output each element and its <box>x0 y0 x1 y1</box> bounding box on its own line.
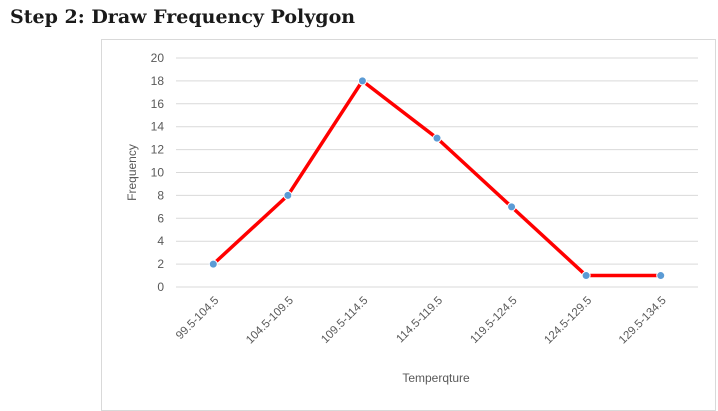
y-tick-label: 10 <box>151 166 165 180</box>
chart-frame <box>101 39 716 411</box>
y-tick-label: 12 <box>151 143 165 157</box>
data-point <box>581 271 591 281</box>
y-tick-label: 20 <box>151 51 165 65</box>
y-tick-label: 16 <box>151 97 165 111</box>
data-point <box>507 202 517 212</box>
y-tick-label: 18 <box>151 74 165 88</box>
y-tick-label: 14 <box>151 120 165 134</box>
series-line <box>211 79 663 278</box>
x-tick-label: 99.5-104.5 <box>174 295 221 342</box>
y-tick-label: 2 <box>157 257 164 271</box>
x-tick-label: 109.5-114.5 <box>319 295 370 346</box>
y-tick-label: 0 <box>157 280 164 294</box>
x-tick-label: 104.5-109.5 <box>244 295 296 347</box>
data-point <box>283 190 293 200</box>
x-tick-label: 124.5-129.5 <box>542 295 594 347</box>
x-tick-label: 114.5-119.5 <box>394 295 445 346</box>
y-tick-label: 8 <box>157 188 164 202</box>
y-tick-label: 6 <box>157 211 164 225</box>
step-heading: Step 2: Draw Frequency Polygon <box>10 6 356 28</box>
x-tick-label: 129.5-134.5 <box>617 295 669 347</box>
x-axis-title: Temperqture <box>402 371 470 385</box>
data-point <box>656 271 666 281</box>
data-point <box>357 76 367 86</box>
x-tick-label: 119.5-124.5 <box>468 295 519 346</box>
data-point <box>432 133 442 143</box>
data-point <box>208 259 218 269</box>
y-axis-title: Frequency <box>125 144 139 201</box>
y-tick-label: 4 <box>157 234 164 248</box>
